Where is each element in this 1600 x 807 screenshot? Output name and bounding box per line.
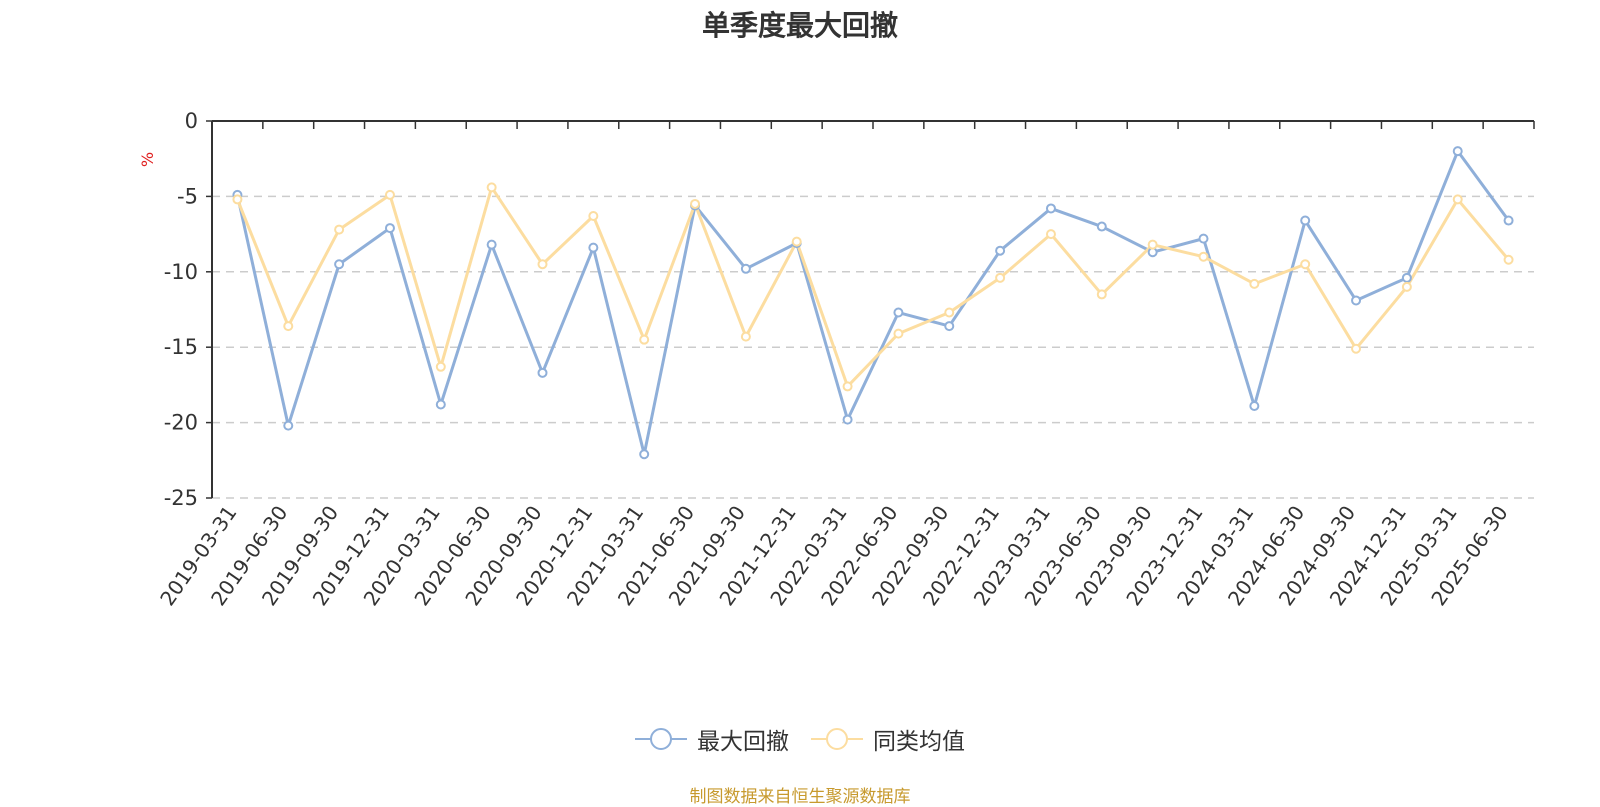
legend-item-peer-average[interactable]: 同类均值 (811, 722, 965, 756)
data-point-series-1[interactable] (232, 194, 243, 205)
legend-label-max-drawdown: 最大回撤 (697, 729, 789, 755)
y-tick-label: -25 (164, 486, 198, 510)
data-point-series-0[interactable] (1045, 203, 1056, 214)
axes (211, 120, 1534, 498)
data-point-series-0[interactable] (334, 259, 345, 270)
x-axis-ticks: 2019-03-312019-06-302019-09-302019-12-31… (155, 121, 1535, 610)
data-point-series-1[interactable] (1249, 278, 1260, 289)
data-point-series-0[interactable] (1300, 215, 1311, 226)
data-point-series-1[interactable] (893, 328, 904, 339)
data-point-series-1[interactable] (1351, 343, 1362, 354)
data-point-series-0[interactable] (283, 420, 294, 431)
data-point-series-0[interactable] (995, 245, 1006, 256)
y-tick-label: -15 (164, 335, 198, 359)
data-point-series-1[interactable] (588, 211, 599, 222)
data-point-series-1[interactable] (537, 259, 548, 270)
data-point-series-0[interactable] (1351, 295, 1362, 306)
data-point-series-1[interactable] (1452, 194, 1463, 205)
data-point-series-1[interactable] (791, 236, 802, 247)
data-point-series-0[interactable] (537, 367, 548, 378)
data-point-series-0[interactable] (740, 263, 751, 274)
data-point-series-1[interactable] (842, 381, 853, 392)
legend-swatch-peer-average (811, 728, 863, 750)
data-point-series-1[interactable] (435, 361, 446, 372)
y-tick-label: 0 (185, 109, 198, 133)
data-point-series-0[interactable] (384, 223, 395, 234)
data-point-series-0[interactable] (1198, 233, 1209, 244)
data-point-series-1[interactable] (995, 272, 1006, 283)
data-point-series-0[interactable] (639, 449, 650, 460)
data-point-series-1[interactable] (283, 321, 294, 332)
data-point-series-0[interactable] (486, 239, 497, 250)
data-point-series-1[interactable] (1300, 259, 1311, 270)
data-point-series-0[interactable] (1096, 221, 1107, 232)
data-point-series-0[interactable] (1452, 146, 1463, 157)
chart-title: 单季度最大回撤 (701, 9, 898, 42)
data-point-series-1[interactable] (384, 189, 395, 200)
data-point-series-0[interactable] (944, 321, 955, 332)
data-point-series-1[interactable] (334, 224, 345, 235)
data-point-series-1[interactable] (944, 307, 955, 318)
y-tick-label: -20 (164, 411, 198, 435)
data-point-series-0[interactable] (435, 399, 446, 410)
series-line-1 (236, 185, 1510, 388)
data-point-series-0[interactable] (893, 307, 904, 318)
data-point-series-1[interactable] (1045, 229, 1056, 240)
y-axis-ticks: 0 -5 -10 -15 -20 -25 (164, 109, 212, 510)
data-point-series-0[interactable] (1503, 215, 1514, 226)
grid-lines (212, 195, 1534, 499)
data-source-note: 制图数据来自恒生聚源数据库 (689, 787, 911, 807)
data-point-series-1[interactable] (639, 334, 650, 345)
series-line-0 (235, 149, 1510, 456)
y-tick-label: -10 (164, 260, 198, 284)
y-tick-label: -5 (177, 184, 198, 208)
data-point-series-1[interactable] (1401, 281, 1412, 292)
data-point-series-1[interactable] (1503, 254, 1514, 265)
data-point-series-0[interactable] (842, 414, 853, 425)
data-point-series-1[interactable] (1096, 289, 1107, 300)
data-point-series-1[interactable] (1198, 251, 1209, 262)
legend-item-max-drawdown[interactable]: 最大回撤 (635, 722, 789, 756)
data-point-series-1[interactable] (740, 331, 751, 342)
data-point-series-0[interactable] (1249, 401, 1260, 412)
data-point-series-1[interactable] (1147, 239, 1158, 250)
legend: 最大回撤 同类均值 (0, 722, 1600, 756)
legend-swatch-max-drawdown (635, 728, 687, 750)
legend-label-peer-average: 同类均值 (873, 729, 965, 755)
data-point-series-1[interactable] (486, 182, 497, 193)
data-point-series-0[interactable] (1401, 272, 1412, 283)
series-layer (232, 146, 1514, 460)
data-point-series-1[interactable] (690, 198, 701, 209)
data-point-series-0[interactable] (588, 242, 599, 253)
